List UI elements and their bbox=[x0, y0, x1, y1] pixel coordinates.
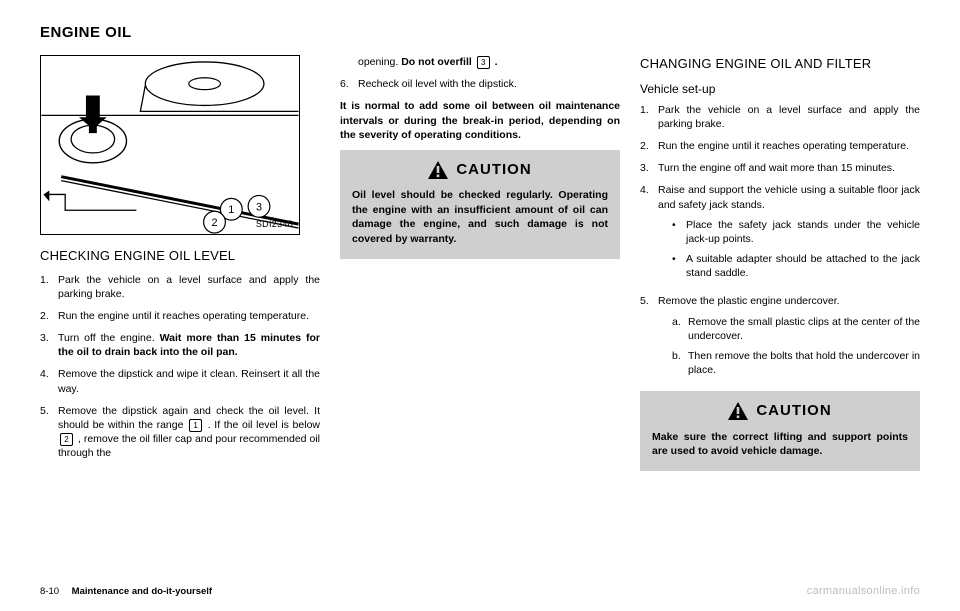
undercover-sublist: a.Remove the small plastic clips at the … bbox=[658, 315, 920, 378]
step-num: 2. bbox=[40, 309, 58, 323]
page-title: ENGINE OIL bbox=[40, 24, 920, 41]
step-4: 4. Raise and support the vehicle using a… bbox=[640, 183, 920, 286]
step-1: 1. Park the vehicle on a level surface a… bbox=[640, 103, 920, 131]
step-main: Remove the plastic engine undercover. bbox=[658, 295, 840, 307]
step-num: 3. bbox=[40, 331, 58, 359]
step-1: 1. Park the vehicle on a level surface a… bbox=[40, 273, 320, 301]
caution-title: CAUTION bbox=[652, 401, 908, 421]
bullet-2: •A suitable adapter should be attached t… bbox=[672, 252, 920, 280]
column-3: CHANGING ENGINE OIL AND FILTER Vehicle s… bbox=[640, 55, 920, 471]
step-num: 1. bbox=[40, 273, 58, 301]
page-number: 8-10 bbox=[40, 586, 59, 597]
caution-text: Make sure the correct lifting and suppor… bbox=[652, 430, 908, 459]
step-text: Run the engine until it reaches operatin… bbox=[58, 309, 320, 323]
bullet-1: •Place the safety jack stands under the … bbox=[672, 218, 920, 246]
letter-b: b. bbox=[672, 349, 688, 377]
figure-label: SDI2348 bbox=[256, 218, 293, 230]
caution-label: CAUTION bbox=[756, 401, 831, 421]
letter-a: a. bbox=[672, 315, 688, 343]
step-num: 5. bbox=[40, 404, 58, 461]
step-num: 3. bbox=[640, 161, 658, 175]
bullet-icon: • bbox=[672, 252, 686, 280]
step-num: 5. bbox=[640, 294, 658, 383]
cont-pre: opening. bbox=[358, 56, 401, 68]
step-text: Remove the plastic engine undercover. a.… bbox=[658, 294, 920, 383]
svg-text:2: 2 bbox=[211, 217, 217, 229]
check-oil-heading: CHECKING ENGINE OIL LEVEL bbox=[40, 247, 320, 265]
step-5: 5. Remove the plastic engine undercover.… bbox=[640, 294, 920, 383]
bullet-text: A suitable adapter should be attached to… bbox=[686, 252, 920, 280]
bullet-icon: • bbox=[672, 218, 686, 246]
warning-icon bbox=[428, 161, 448, 179]
step-4: 4. Remove the dipstick and wipe it clean… bbox=[40, 367, 320, 395]
cont-bold: Do not overfill bbox=[401, 56, 475, 68]
caution-label: CAUTION bbox=[456, 160, 531, 180]
step-text: Run the engine until it reaches operatin… bbox=[658, 139, 920, 153]
section-name: Maintenance and do-it-yourself bbox=[72, 586, 212, 597]
caution-title: CAUTION bbox=[352, 160, 608, 180]
watermark: carmanualsonline.info bbox=[807, 585, 920, 597]
jack-sublist: •Place the safety jack stands under the … bbox=[658, 218, 920, 281]
changing-oil-heading: CHANGING ENGINE OIL AND FILTER bbox=[640, 55, 920, 73]
circled-3-icon: 3 bbox=[477, 56, 490, 69]
step-num: 2. bbox=[640, 139, 658, 153]
sub-a: a.Remove the small plastic clips at the … bbox=[672, 315, 920, 343]
caution-box: CAUTION Oil level should be checked regu… bbox=[340, 150, 620, 259]
step-2: 2. Run the engine until it reaches opera… bbox=[640, 139, 920, 153]
step-text: Recheck oil level with the dipstick. bbox=[358, 77, 620, 91]
step-text: Park the vehicle on a level surface and … bbox=[58, 273, 320, 301]
engine-figure: 1 3 2 SDI2348 bbox=[40, 55, 300, 235]
page-footer: 8-10 Maintenance and do-it-yourself bbox=[40, 586, 212, 597]
step-3: 3. Turn the engine off and wait more tha… bbox=[640, 161, 920, 175]
circled-1-icon: 1 bbox=[189, 419, 202, 432]
sub-b: b.Then remove the bolts that hold the un… bbox=[672, 349, 920, 377]
step-mid: . If the oil level is below bbox=[204, 419, 320, 431]
vehicle-setup-heading: Vehicle set-up bbox=[640, 81, 920, 97]
changing-oil-steps: 1. Park the vehicle on a level surface a… bbox=[640, 103, 920, 384]
content-columns: 1 3 2 SDI2348 CHECKING ENGINE OIL LEVEL … bbox=[40, 55, 920, 471]
step-text: Remove the dipstick and wipe it clean. R… bbox=[58, 367, 320, 395]
svg-text:1: 1 bbox=[228, 204, 234, 216]
caution-box: CAUTION Make sure the correct lifting an… bbox=[640, 391, 920, 471]
column-1: 1 3 2 SDI2348 CHECKING ENGINE OIL LEVEL … bbox=[40, 55, 320, 471]
step-3: 3. Turn off the engine. Wait more than 1… bbox=[40, 331, 320, 359]
step-text: Raise and support the vehicle using a su… bbox=[658, 183, 920, 286]
check-oil-steps-cont: 6. Recheck oil level with the dipstick. bbox=[340, 77, 620, 91]
step-5: 5. Remove the dipstick again and check t… bbox=[40, 404, 320, 461]
step-6: 6. Recheck oil level with the dipstick. bbox=[340, 77, 620, 91]
step-num: 4. bbox=[640, 183, 658, 286]
step-text: Remove the dipstick again and check the … bbox=[58, 404, 320, 461]
step-5-cont: opening. Do not overfill 3 . bbox=[340, 55, 620, 69]
caution-text: Oil level should be checked regularly. O… bbox=[352, 188, 608, 247]
dipstick-illustration: 1 3 2 bbox=[41, 56, 299, 234]
svg-text:3: 3 bbox=[256, 201, 262, 213]
sub-text: Remove the small plastic clips at the ce… bbox=[688, 315, 920, 343]
cont-post: . bbox=[492, 56, 498, 68]
step-num: 1. bbox=[640, 103, 658, 131]
step-2: 2. Run the engine until it reaches opera… bbox=[40, 309, 320, 323]
sub-text: Then remove the bolts that hold the unde… bbox=[688, 349, 920, 377]
normal-oil-para: It is normal to add some oil between oil… bbox=[340, 99, 620, 142]
step-main: Raise and support the vehicle using a su… bbox=[658, 184, 920, 210]
step-text: Park the vehicle on a level surface and … bbox=[658, 103, 920, 131]
bullet-text: Place the safety jack stands under the v… bbox=[686, 218, 920, 246]
warning-icon bbox=[728, 402, 748, 420]
check-oil-steps: 1. Park the vehicle on a level surface a… bbox=[40, 273, 320, 461]
step-num: 4. bbox=[40, 367, 58, 395]
step-pre: Turn off the engine. bbox=[58, 332, 160, 344]
step-text: Turn off the engine. Wait more than 15 m… bbox=[58, 331, 320, 359]
step-text: Turn the engine off and wait more than 1… bbox=[658, 161, 920, 175]
column-2: opening. Do not overfill 3 . 6. Recheck … bbox=[340, 55, 620, 471]
circled-2-icon: 2 bbox=[60, 433, 73, 446]
step-num: 6. bbox=[340, 77, 358, 91]
step-post: , remove the oil filler cap and pour rec… bbox=[58, 433, 320, 459]
